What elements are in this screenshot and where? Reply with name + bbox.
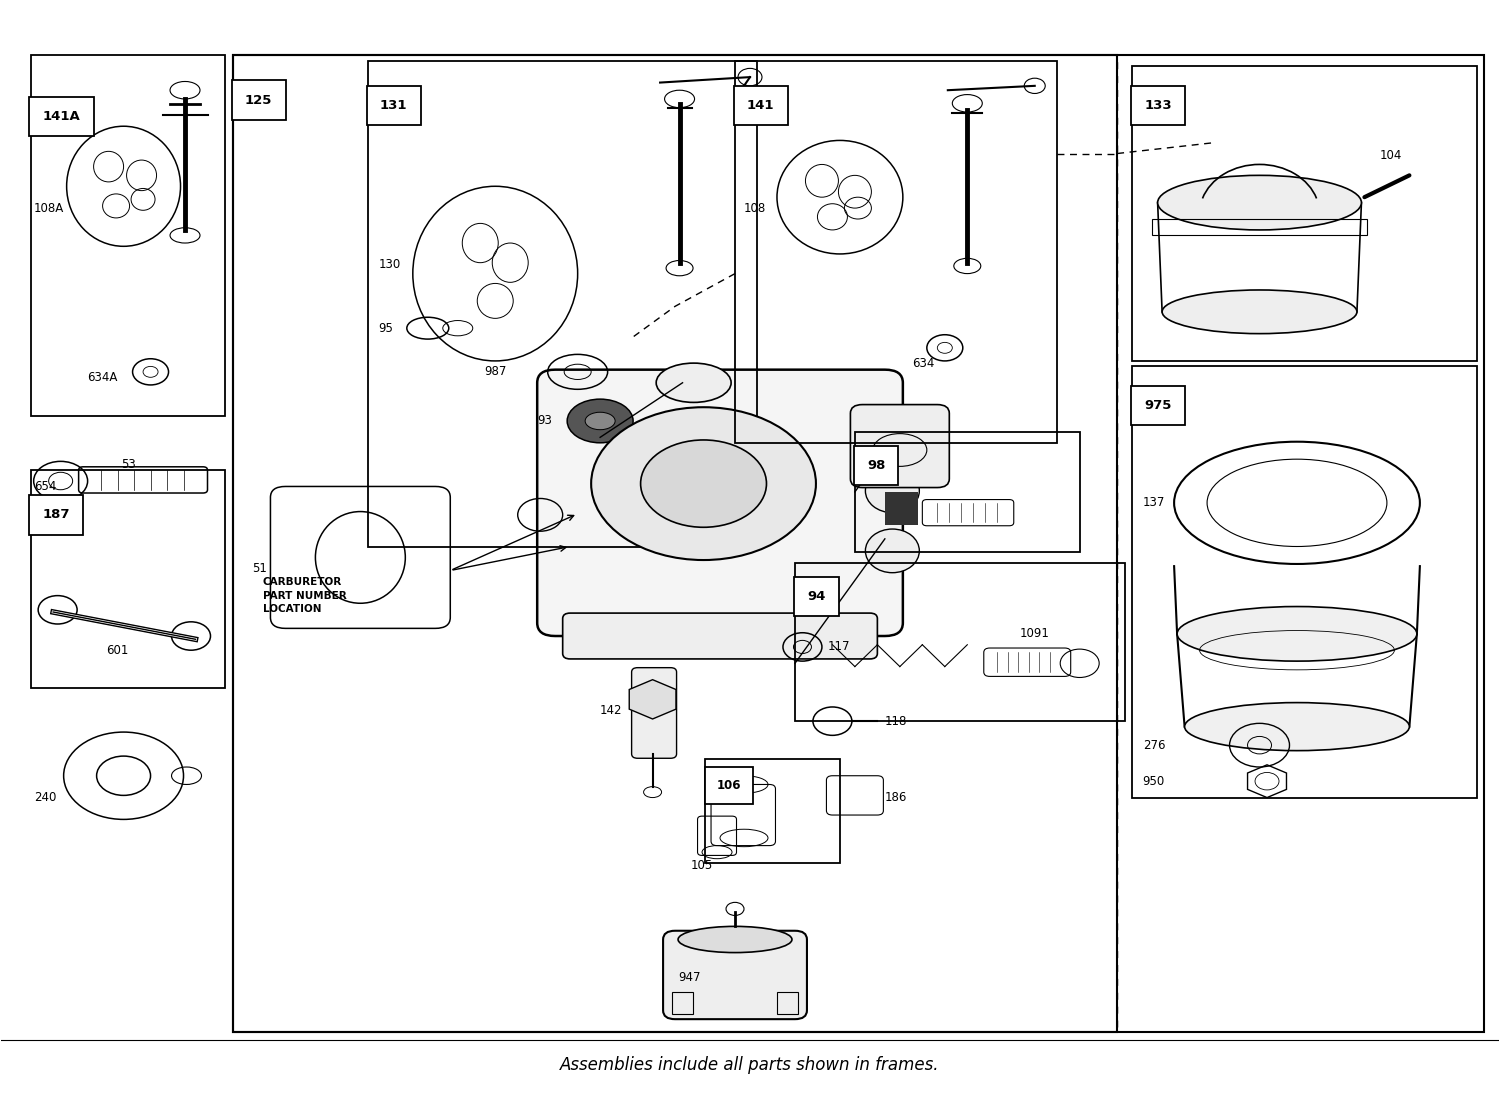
Bar xyxy=(885,492,918,525)
Bar xyxy=(795,563,1125,721)
Text: 133: 133 xyxy=(1144,99,1172,113)
Text: 131: 131 xyxy=(380,99,408,113)
Text: 987: 987 xyxy=(484,365,507,378)
Bar xyxy=(30,56,225,415)
Text: 94: 94 xyxy=(807,590,825,603)
Text: 141: 141 xyxy=(747,99,774,113)
Text: 93: 93 xyxy=(537,414,552,427)
Ellipse shape xyxy=(640,440,766,527)
Text: 53: 53 xyxy=(120,458,135,471)
FancyBboxPatch shape xyxy=(537,369,903,636)
Bar xyxy=(1152,219,1368,235)
Text: 106: 106 xyxy=(717,779,741,792)
Bar xyxy=(1132,366,1478,798)
Text: 634: 634 xyxy=(912,356,934,369)
Bar xyxy=(735,61,1058,443)
Ellipse shape xyxy=(591,408,816,560)
Text: 117: 117 xyxy=(828,640,850,654)
Text: 137: 137 xyxy=(1143,496,1166,509)
FancyBboxPatch shape xyxy=(562,613,878,659)
FancyBboxPatch shape xyxy=(850,404,950,487)
Text: Assemblies include all parts shown in frames.: Assemblies include all parts shown in fr… xyxy=(561,1056,939,1074)
Text: 654: 654 xyxy=(33,480,56,493)
Ellipse shape xyxy=(678,927,792,953)
Bar xyxy=(232,56,1118,1032)
Ellipse shape xyxy=(585,412,615,430)
Text: 947: 947 xyxy=(678,972,700,984)
Ellipse shape xyxy=(865,529,919,573)
Text: 601: 601 xyxy=(106,644,129,657)
Text: 95: 95 xyxy=(378,321,393,334)
Ellipse shape xyxy=(1158,175,1362,230)
Text: 104: 104 xyxy=(1380,150,1402,162)
Text: 98: 98 xyxy=(867,459,885,472)
Text: 108: 108 xyxy=(744,201,766,214)
Ellipse shape xyxy=(1178,607,1418,661)
Bar xyxy=(1132,67,1478,361)
Bar xyxy=(672,991,693,1013)
Text: 125: 125 xyxy=(244,94,273,107)
Text: 240: 240 xyxy=(33,791,56,804)
Text: CARBURETOR
PART NUMBER
LOCATION: CARBURETOR PART NUMBER LOCATION xyxy=(262,577,346,614)
Text: 118: 118 xyxy=(885,715,908,728)
Bar xyxy=(855,432,1080,552)
FancyBboxPatch shape xyxy=(632,668,676,759)
Text: 130: 130 xyxy=(378,258,400,271)
Ellipse shape xyxy=(567,399,633,443)
Ellipse shape xyxy=(656,363,730,402)
FancyBboxPatch shape xyxy=(663,931,807,1019)
Bar xyxy=(232,56,1485,1032)
Text: 1091: 1091 xyxy=(1020,627,1050,640)
Ellipse shape xyxy=(1162,290,1358,333)
Text: 187: 187 xyxy=(42,508,70,521)
Text: 950: 950 xyxy=(1143,775,1166,788)
Text: 105: 105 xyxy=(692,859,712,872)
Bar xyxy=(777,991,798,1013)
Text: 108A: 108A xyxy=(33,201,64,214)
Text: 51: 51 xyxy=(252,562,267,575)
Bar xyxy=(30,470,225,689)
Text: 142: 142 xyxy=(600,704,622,717)
Ellipse shape xyxy=(1185,703,1410,751)
Ellipse shape xyxy=(865,469,919,513)
Text: 276: 276 xyxy=(1143,739,1166,752)
Text: 975: 975 xyxy=(1144,399,1172,412)
Text: 141A: 141A xyxy=(42,110,81,122)
Text: 186: 186 xyxy=(885,791,908,804)
Text: 634A: 634A xyxy=(87,371,118,384)
Bar xyxy=(368,61,758,546)
Bar xyxy=(705,760,840,863)
